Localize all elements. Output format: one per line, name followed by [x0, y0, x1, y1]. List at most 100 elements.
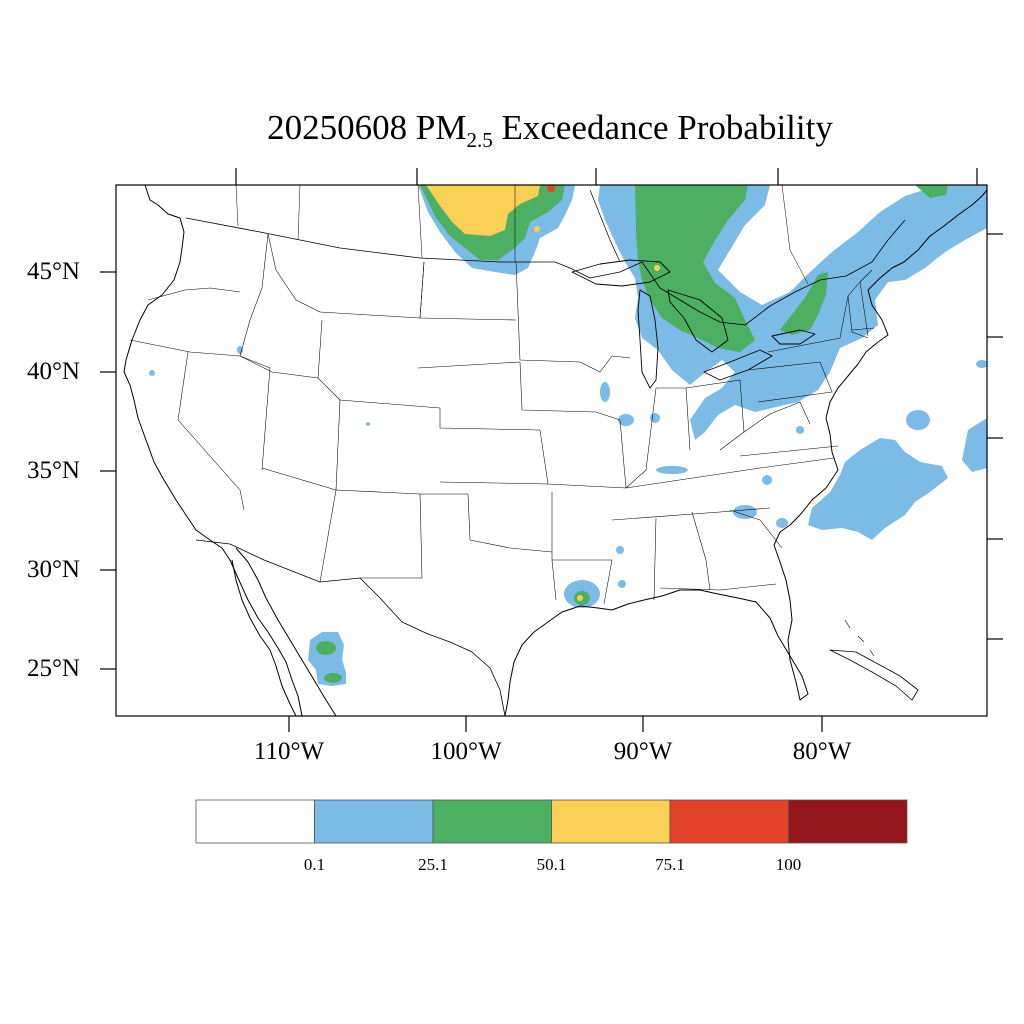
ga-sc-line — [729, 509, 783, 549]
lon-label-80w: 80°W — [792, 738, 852, 765]
field-blue-illinois — [600, 382, 610, 402]
nv-ut-line — [239, 355, 271, 471]
lake-superior — [571, 259, 671, 287]
field-red-canada-central — [547, 185, 555, 192]
id-wy-ut-line — [239, 319, 323, 379]
new-england-lines — [847, 269, 875, 337]
lon-label-90w: 90°W — [613, 738, 673, 765]
al-ga-line — [691, 511, 711, 591]
lake-huron — [667, 289, 729, 353]
field-blue-sc — [776, 518, 788, 528]
bc-ab-line — [235, 185, 239, 227]
frame-ticks — [100, 168, 1003, 732]
lat-label-30: 30°N — [26, 556, 80, 583]
us-mexico-border — [195, 539, 506, 716]
ok-tx-line — [420, 493, 553, 553]
il-line — [595, 387, 657, 489]
field-blue-ohio-1 — [618, 414, 634, 426]
colorbar-label-0: 0.1 — [303, 855, 326, 874]
field-blue-mississippi-1 — [616, 546, 624, 554]
mn-line — [515, 261, 581, 363]
co-nm-line — [335, 489, 423, 579]
lat-label-40: 40°N — [26, 358, 80, 385]
field-blue-california — [149, 370, 155, 376]
field-blue-mississippi-2 — [618, 580, 626, 588]
oh-line — [685, 379, 745, 451]
colorbar-label-4: 100 — [775, 855, 802, 874]
wa-id-line — [261, 233, 269, 289]
or-id-line — [239, 287, 263, 357]
province-lines — [235, 185, 809, 285]
lat-label-35: 35°N — [26, 457, 80, 484]
field-blue-colorado — [366, 422, 370, 426]
az-nm-line — [319, 489, 337, 583]
la-line — [551, 559, 613, 605]
field-blue-atlantic-east — [962, 418, 987, 472]
sk-mb-line — [417, 185, 423, 259]
ks-ok-line — [439, 481, 549, 485]
nd-sd-line — [419, 261, 517, 321]
colorbar-bin-1 — [314, 799, 434, 844]
colorbar-bin-0 — [195, 799, 315, 844]
gulf-of-california-coast — [231, 559, 297, 716]
pacific-coastline — [123, 185, 303, 716]
colorbar-bin-2 — [432, 799, 552, 844]
sd-ne-line — [417, 361, 521, 369]
title-prefix: 20250608 PM — [267, 108, 467, 147]
field-blue-nova-scotia — [976, 360, 987, 368]
lake-ontario — [771, 329, 816, 345]
field-green-quebec — [915, 185, 948, 198]
field-blue-kentucky — [656, 466, 688, 474]
hudson-james-coast — [589, 189, 621, 263]
on-qc-line — [781, 185, 809, 285]
map-linework — [123, 185, 987, 716]
state-lines — [129, 233, 875, 605]
map-title: 20250608 PM2.5 Exceedance Probability — [0, 108, 1024, 153]
cuba-coast — [829, 649, 919, 701]
pa-line — [747, 361, 833, 403]
colorbar-label-2: 50.1 — [536, 855, 567, 874]
colorbar — [195, 799, 908, 844]
ne-ks-line — [439, 408, 541, 431]
field-blue-georgia — [733, 505, 757, 519]
probability-fields — [149, 185, 987, 686]
field-blue-atlantic — [808, 438, 948, 540]
colorbar-bin-4 — [669, 799, 789, 844]
field-blue-ohio-2 — [650, 413, 660, 423]
ut-co-az-line — [261, 399, 341, 491]
field-green-mexico-1 — [316, 641, 336, 655]
ar-line — [551, 492, 612, 561]
colorbar-label-1: 25.1 — [418, 855, 448, 874]
ms-al-line — [653, 517, 657, 601]
title-suffix: Exceedance Probability — [492, 108, 833, 147]
field-blue-tennessee — [762, 475, 772, 485]
ca-nv-line — [177, 351, 245, 511]
lon-label-100w: 100°W — [430, 738, 502, 765]
lake-erie — [703, 349, 773, 381]
field-blue-nevada — [237, 346, 243, 354]
field-blue-virginia — [796, 426, 804, 434]
mt-wy-line — [319, 261, 425, 319]
bahamas — [844, 619, 875, 657]
field-green-great-lakes — [635, 185, 755, 352]
field-green-mexico-2 — [324, 673, 342, 683]
us-canada-border — [185, 217, 906, 326]
or-ca-nv-line — [129, 339, 241, 357]
field-yellow-michigan-dot — [654, 265, 660, 271]
ia-line — [519, 361, 597, 413]
tn-ms-al-line — [611, 507, 771, 521]
colorbar-bin-3 — [551, 799, 671, 844]
colorbar-bin-5 — [788, 799, 908, 844]
field-yellow-lake-dot — [534, 226, 540, 232]
field-green-appalachian — [780, 272, 828, 335]
field-yellow-louisiana — [577, 595, 583, 601]
map-frame — [115, 184, 988, 717]
ky-tn-line — [625, 457, 835, 489]
mo-line — [539, 429, 627, 489]
ga-fl-line — [659, 583, 777, 591]
wi-line — [579, 355, 631, 373]
id-mt-line — [267, 233, 321, 313]
colorbar-label-3: 75.1 — [655, 855, 685, 874]
nc-va-line — [739, 445, 839, 457]
